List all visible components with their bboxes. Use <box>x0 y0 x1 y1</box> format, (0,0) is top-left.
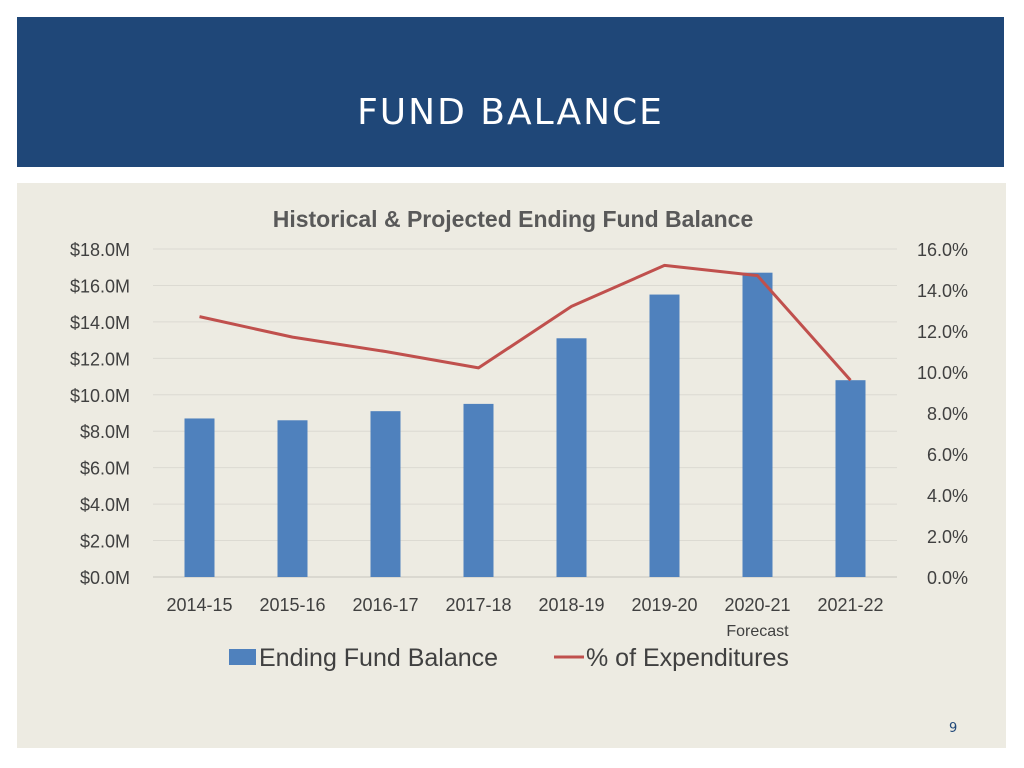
y-right-tick-label: 16.0% <box>917 240 968 260</box>
legend-line-label: % of Expenditures <box>586 644 789 672</box>
x-tick-label: 2019-20 <box>631 595 697 615</box>
x-tick-label: 2020-21 <box>724 595 790 615</box>
x-tick-label: 2014-15 <box>166 595 232 615</box>
y-left-tick-label: $16.0M <box>70 276 130 296</box>
line-series <box>199 263 852 382</box>
y-right-tick-label: 12.0% <box>917 322 968 342</box>
legend-bar-label: Ending Fund Balance <box>259 644 498 672</box>
expenditure-line <box>199 263 852 382</box>
bar <box>649 294 680 577</box>
y-right-tick-label: 4.0% <box>927 486 968 506</box>
fund-balance-chart: $0.0M $2.0M $4.0M $6.0M $8.0M $10.0M $12.0M $14… <box>70 206 968 672</box>
x-tick-label: 2015-16 <box>259 595 325 615</box>
x-tick-label: 2016-17 <box>352 595 418 615</box>
y-left-tick-label: $12.0M <box>70 349 130 369</box>
y-right-tick-label: 2.0% <box>927 527 968 547</box>
y-left-tick-label: $14.0M <box>70 313 130 333</box>
bar <box>835 380 866 577</box>
chart-title: Historical & Projected Ending Fund Balan… <box>273 206 754 232</box>
y-left-tick-label: $2.0M <box>80 532 130 552</box>
y-left-tick-label: $4.0M <box>80 495 130 515</box>
bar-series <box>184 272 866 577</box>
y-right-tick-label: 8.0% <box>927 404 968 424</box>
bar <box>463 403 494 577</box>
y-left-tick-label: $8.0M <box>80 422 130 442</box>
y-right-tick-label: 14.0% <box>917 281 968 301</box>
bar <box>370 411 401 577</box>
bar <box>277 420 308 577</box>
y-left-tick-label: $6.0M <box>80 459 130 479</box>
x-tick-label: 2018-19 <box>538 595 604 615</box>
y-right-tick-label: 10.0% <box>917 363 968 383</box>
x-tick-label: 2017-18 <box>445 595 511 615</box>
slide-content: $0.0M $2.0M $4.0M $6.0M $8.0M $10.0M $12.0M $14… <box>17 183 1006 748</box>
y-left-tick-label: $10.0M <box>70 386 130 406</box>
grid-lines <box>153 248 897 578</box>
bar <box>742 272 773 577</box>
y-left-tick-label: $0.0M <box>80 568 130 588</box>
y-right-tick-label: 6.0% <box>927 445 968 465</box>
y-left-tick-label: $18.0M <box>70 240 130 260</box>
x-tick-label: 2021-22 <box>817 595 883 615</box>
legend-bar-swatch <box>229 649 256 665</box>
chart-legend: Ending Fund Balance % of Expenditures <box>229 644 789 672</box>
bar <box>184 418 215 577</box>
slide-title: FUND BALANCE <box>357 92 664 133</box>
bar <box>556 338 587 577</box>
page-number: 9 <box>949 721 958 736</box>
y-right-tick-label: 0.0% <box>927 568 968 588</box>
axis-labels: $0.0M $2.0M $4.0M $6.0M $8.0M $10.0M $12.0M $14… <box>70 240 968 640</box>
x-tick-sublabel: Forecast <box>726 623 789 640</box>
slide-header: FUND BALANCE <box>17 17 1004 167</box>
